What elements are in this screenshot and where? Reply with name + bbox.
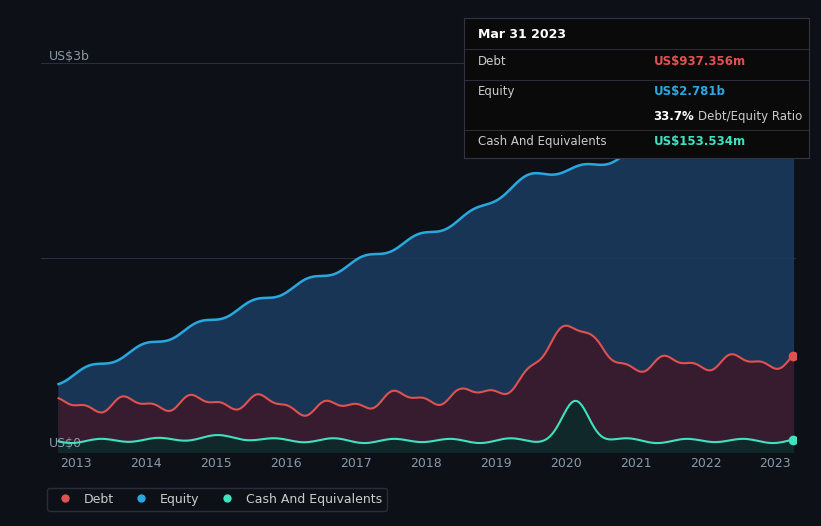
Text: Equity: Equity	[478, 85, 515, 98]
Text: US$153.534m: US$153.534m	[654, 136, 745, 148]
Text: US$2.781b: US$2.781b	[654, 85, 726, 98]
Text: Mar 31 2023: Mar 31 2023	[478, 28, 566, 41]
Text: 33.7%: 33.7%	[654, 110, 695, 124]
Text: US$0: US$0	[48, 437, 82, 450]
Text: Debt/Equity Ratio: Debt/Equity Ratio	[699, 110, 803, 124]
Legend: Debt, Equity, Cash And Equivalents: Debt, Equity, Cash And Equivalents	[48, 488, 387, 511]
Text: US$3b: US$3b	[48, 50, 89, 63]
Text: Debt: Debt	[478, 55, 507, 68]
Text: US$937.356m: US$937.356m	[654, 55, 745, 68]
Text: Cash And Equivalents: Cash And Equivalents	[478, 136, 606, 148]
